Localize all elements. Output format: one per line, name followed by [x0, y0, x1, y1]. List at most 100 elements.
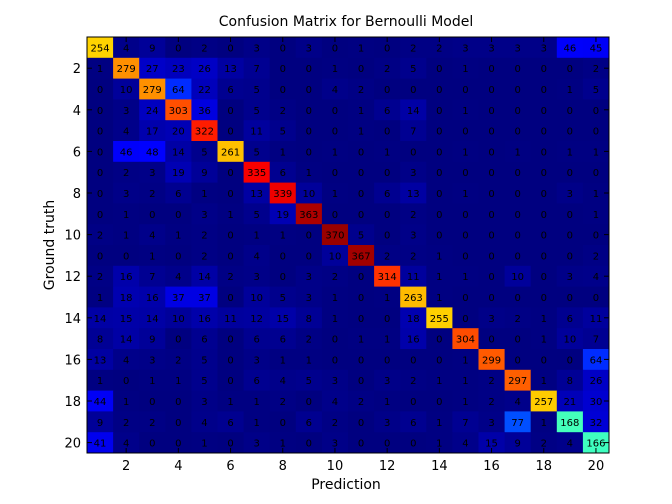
heatmap-cell	[348, 432, 375, 454]
heatmap-cell-label: 0	[280, 43, 286, 54]
heatmap-cell	[243, 411, 271, 433]
heatmap-cell-label: 1	[306, 355, 312, 366]
heatmap-cell	[556, 245, 584, 267]
heatmap-cell	[191, 99, 218, 121]
heatmap-cell-label: 1	[332, 293, 338, 304]
heatmap-cell-label: 3	[123, 189, 129, 200]
heatmap-cell	[374, 182, 401, 204]
heatmap-cell	[504, 307, 532, 329]
heatmap-cell-label: 3	[201, 397, 207, 408]
heatmap-cell	[217, 349, 245, 371]
heatmap-cell-label: 46	[563, 43, 576, 54]
heatmap-cell-label: 166	[586, 439, 605, 450]
heatmap-cell	[165, 37, 192, 59]
heatmap-cell	[348, 265, 375, 288]
heatmap-cell	[400, 120, 427, 142]
heatmap-cell-label: 1	[358, 335, 364, 346]
heatmap-cell	[478, 182, 506, 204]
heatmap-cell	[374, 245, 401, 267]
heatmap-cell-label: 2	[201, 251, 207, 262]
heatmap-cell	[217, 57, 245, 80]
heatmap-cell	[139, 120, 166, 142]
heatmap-cell	[139, 141, 166, 163]
heatmap-cell-label: 3	[462, 43, 468, 54]
heatmap-cell-label: 0	[462, 127, 468, 138]
heatmap-cell-label: 19	[276, 210, 289, 221]
heatmap-cell	[217, 432, 245, 454]
heatmap-cell-label: 0	[280, 272, 286, 283]
heatmap-cell	[295, 182, 323, 204]
heatmap-cell	[217, 307, 245, 329]
heatmap-cell	[400, 369, 427, 392]
heatmap-cell-label: 1	[97, 376, 103, 387]
heatmap-cell	[321, 37, 349, 59]
heatmap-cell-label: 0	[332, 43, 338, 54]
heatmap-cell	[217, 141, 245, 163]
heatmap-cell	[478, 369, 506, 392]
heatmap-cell	[87, 265, 114, 288]
y-tick-label: 6	[73, 145, 81, 160]
heatmap-cell	[191, 224, 218, 246]
heatmap-cell-label: 1	[514, 147, 520, 158]
heatmap-cell-label: 6	[384, 106, 390, 117]
heatmap-cell-label: 12	[250, 314, 263, 325]
heatmap-cell	[530, 349, 558, 371]
heatmap-cell	[113, 411, 140, 433]
heatmap-cell-label: 3	[253, 43, 259, 54]
heatmap-cell	[452, 203, 479, 225]
heatmap-cell-label: 0	[567, 106, 573, 117]
heatmap-cell-label: 2	[488, 376, 494, 387]
heatmap-cell	[113, 286, 140, 308]
heatmap-cell	[400, 141, 427, 163]
heatmap-cell-label: 0	[306, 127, 312, 138]
heatmap-cell	[87, 57, 114, 80]
x-tick-label: 12	[379, 459, 396, 474]
heatmap-cell	[191, 161, 218, 184]
heatmap-cell	[321, 78, 349, 100]
heatmap-cell	[426, 245, 453, 267]
heatmap-cell-label: 1	[593, 147, 599, 158]
heatmap-cell-label: 0	[541, 85, 547, 96]
heatmap-cell	[321, 349, 349, 371]
heatmap-cell	[400, 307, 427, 329]
heatmap-cell	[374, 161, 401, 184]
heatmap-cell-label: 1	[384, 335, 390, 346]
heatmap-cell-label: 0	[358, 376, 364, 387]
heatmap-cell	[348, 182, 375, 204]
heatmap-cell	[139, 265, 166, 288]
heatmap-cell	[139, 203, 166, 225]
heatmap-cell-label: 0	[488, 335, 494, 346]
heatmap-cell-label: 3	[253, 355, 259, 366]
heatmap-cell	[478, 328, 506, 350]
heatmap-cell-label: 1	[567, 147, 573, 158]
heatmap-cell-label: 4	[462, 439, 468, 450]
heatmap-cell	[243, 432, 271, 454]
heatmap-cell-label: 1	[253, 397, 259, 408]
heatmap-cell	[478, 57, 506, 80]
heatmap-cell	[348, 245, 375, 267]
heatmap-cell	[243, 369, 271, 392]
heatmap-cell	[269, 328, 297, 350]
heatmap-cell	[191, 78, 218, 100]
y-tick-label: 4	[73, 104, 81, 119]
heatmap-cell-label: 16	[407, 335, 420, 346]
heatmap-cell	[374, 224, 401, 246]
heatmap-cell	[113, 369, 140, 392]
heatmap-cell-label: 4	[123, 439, 129, 450]
heatmap-cell-label: 0	[593, 168, 599, 179]
heatmap-cell	[348, 57, 375, 80]
heatmap-cell-label: 64	[172, 85, 185, 96]
heatmap-cell-label: 3	[488, 43, 494, 54]
heatmap-cell-label: 1	[436, 418, 442, 429]
heatmap-cell-label: 4	[567, 439, 573, 450]
heatmap-cell	[165, 99, 192, 121]
heatmap-cell	[478, 99, 506, 121]
heatmap-cell-label: 0	[541, 147, 547, 158]
heatmap-cell-label: 11	[224, 314, 237, 325]
heatmap-cell-label: 0	[306, 64, 312, 75]
heatmap-cell-label: 0	[514, 355, 520, 366]
heatmap-cell-label: 0	[227, 231, 233, 242]
heatmap-cell-label: 64	[590, 355, 603, 366]
heatmap-cell-label: 0	[567, 251, 573, 262]
heatmap-cell-label: 0	[280, 85, 286, 96]
